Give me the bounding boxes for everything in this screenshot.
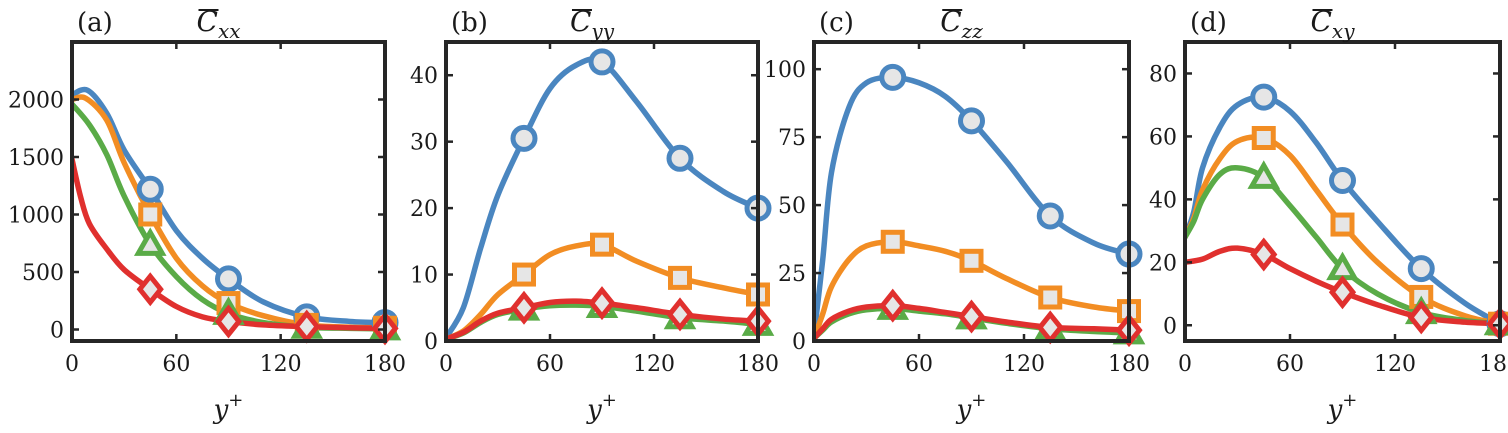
- x-tick-label: 0: [65, 352, 79, 377]
- marker-square-orange-0: [1251, 125, 1276, 150]
- x-tick-label: 0: [439, 352, 453, 377]
- panel-title: Czz: [940, 5, 983, 43]
- x-tick-label: 60: [1276, 352, 1304, 377]
- panel-b: 0 60 120 180 0 10 20 30 40 (b) Cyy y+: [410, 5, 779, 425]
- y-tick-label: 50: [778, 194, 806, 219]
- marker-circle-blue-1: [215, 265, 242, 293]
- y-tick-label: 40: [410, 64, 438, 89]
- y-tick-label: 20: [410, 197, 438, 222]
- y-tick-label: 500: [22, 261, 64, 286]
- marker-diamond-red-1: [214, 304, 243, 339]
- y-tick-label: 1500: [8, 146, 64, 171]
- marker-diamond-red-2: [1407, 300, 1435, 335]
- x-tick-label: 120: [1374, 352, 1416, 377]
- series-markers: [133, 175, 402, 346]
- panel-title: Cxx: [197, 5, 241, 43]
- marker-diamond-red-1: [588, 286, 616, 321]
- x-tick-label: 120: [1003, 352, 1045, 377]
- marker-diamond-red-0: [510, 290, 538, 325]
- marker-diamond-red-1: [1328, 275, 1357, 310]
- marker-square-orange-0: [138, 202, 163, 227]
- y-tick-label: 0: [1163, 314, 1177, 339]
- x-axis-label: y+: [586, 390, 617, 425]
- marker-square-orange-0: [512, 262, 536, 287]
- panel-d: 0 60 120 180 0 20 40 60 80 (d) Cxy y+: [1149, 5, 1508, 425]
- panel-label: (d): [1190, 8, 1227, 38]
- x-tick-label: 0: [807, 352, 821, 377]
- y-tick-label: 100: [764, 58, 806, 83]
- marker-circle-blue-2: [1407, 255, 1435, 283]
- panel-title: Cxy: [1310, 5, 1355, 43]
- panel-label: (c): [819, 8, 854, 38]
- y-tick-label: 0: [424, 330, 438, 355]
- axes-frame: [1183, 40, 1502, 343]
- marker-circle-blue-1: [588, 48, 616, 76]
- marker-triangle-green-0: [133, 227, 167, 256]
- y-tick-label: 40: [1149, 188, 1177, 213]
- y-tick-label: 0: [50, 319, 64, 344]
- panel-c: 0 60 120 180 0 25 50 75 100 (c) Czz y+: [764, 5, 1150, 425]
- marker-square-orange-0: [880, 229, 905, 254]
- marker-circle-blue-0: [510, 124, 538, 152]
- x-axis-label: y+: [956, 390, 987, 425]
- axes-frame: [812, 40, 1131, 343]
- marker-diamond-red-0: [1250, 237, 1278, 272]
- marker-square-orange-1: [959, 248, 984, 273]
- x-tick-label: 60: [536, 352, 564, 377]
- marker-square-orange-1: [590, 232, 614, 257]
- axes-frame: [444, 40, 760, 343]
- marker-circle-blue-0: [1250, 83, 1278, 111]
- marker-triangle-green-0: [1247, 160, 1281, 189]
- y-tick-label: 20: [1149, 251, 1177, 276]
- marker-square-orange-1: [1330, 212, 1355, 237]
- x-tick-label: 120: [633, 352, 675, 377]
- marker-diamond-red-1: [957, 299, 986, 334]
- x-tick-label: 180: [737, 352, 779, 377]
- marker-diamond-red-0: [136, 272, 164, 307]
- x-tick-label: 180: [364, 352, 406, 377]
- marker-diamond-red-2: [666, 297, 694, 332]
- y-tick-label: 75: [778, 126, 806, 151]
- marker-circle-blue-2: [1036, 202, 1064, 230]
- y-tick-label: 30: [410, 131, 438, 156]
- y-tick-label: 1000: [8, 204, 64, 229]
- x-tick-label: 180: [1479, 352, 1508, 377]
- panel-a: 0 60 120 180 0 500 1000 1500 2000 (a) Cxx y+: [8, 5, 406, 425]
- series-markers: [1247, 83, 1508, 341]
- x-axis-label: y+: [213, 390, 244, 425]
- y-tick-label: 0: [792, 330, 806, 355]
- x-tick-label: 120: [260, 352, 302, 377]
- marker-circle-blue-1: [1329, 166, 1356, 194]
- marker-square-orange-2: [668, 265, 692, 290]
- x-tick-label: 180: [1108, 352, 1150, 377]
- marker-square-orange-2: [1038, 285, 1063, 310]
- marker-circle-blue-2: [666, 144, 694, 172]
- y-tick-label: 60: [1149, 125, 1177, 150]
- marker-diamond-red-0: [879, 288, 907, 323]
- marker-circle-blue-0: [879, 63, 907, 91]
- panel-label: (a): [77, 8, 113, 38]
- x-tick-label: 60: [162, 352, 190, 377]
- x-tick-label: 0: [1178, 352, 1192, 377]
- y-tick-label: 10: [410, 264, 438, 289]
- x-axis-label: y+: [1327, 390, 1358, 425]
- panel-title: Cyy: [570, 5, 615, 43]
- marker-circle-blue-1: [958, 107, 985, 135]
- panel-label: (b): [451, 8, 488, 38]
- x-tick-label: 60: [905, 352, 933, 377]
- marker-circle-blue-0: [136, 175, 164, 203]
- y-tick-label: 25: [778, 262, 806, 287]
- series-markers: [876, 63, 1146, 348]
- axes-frame: [70, 40, 387, 343]
- y-tick-label: 2000: [8, 89, 64, 114]
- y-tick-label: 80: [1149, 62, 1177, 87]
